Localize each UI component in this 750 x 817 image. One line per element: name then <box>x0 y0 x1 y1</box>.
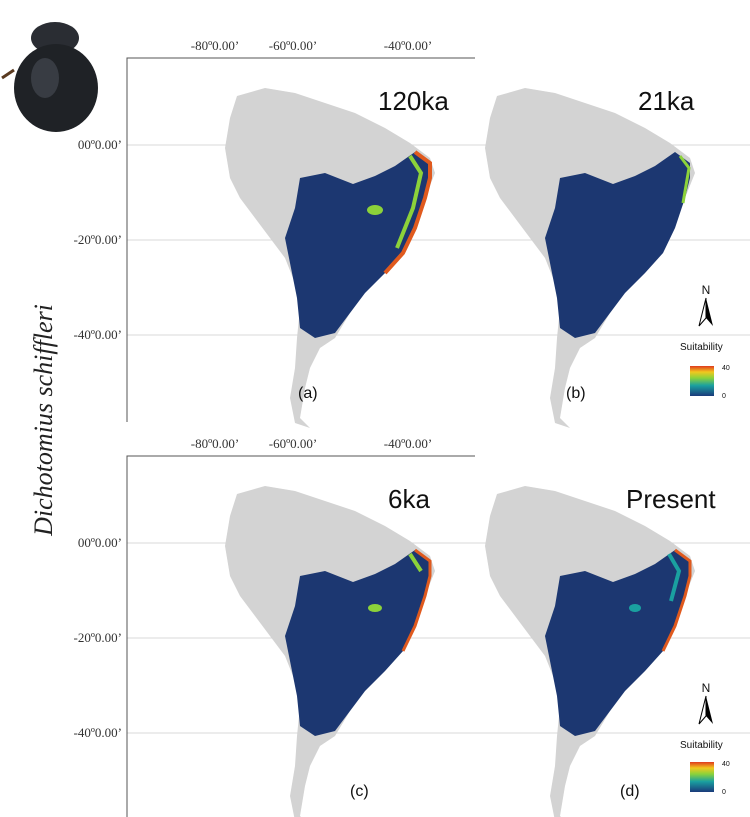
legend: N Suitability 40 0 <box>680 283 730 400</box>
legend-max: 40 <box>722 761 730 768</box>
panel-title: 21ka <box>638 86 695 116</box>
lat-label: -20º0.00’ <box>74 232 122 247</box>
legend-max: 40 <box>722 365 730 372</box>
row: -80º0.00’ -60º0.00’ -40º0.00’ 00º0.00’ -… <box>74 38 750 428</box>
lon-label: -40º0.00’ <box>384 436 432 451</box>
panel-letter: (a) <box>298 385 318 402</box>
legend-min: 0 <box>722 789 726 796</box>
legend-title: Suitability <box>680 740 723 751</box>
lon-label: -80º0.00’ <box>191 436 239 451</box>
map <box>225 486 435 817</box>
panel-letter: (b) <box>566 385 586 402</box>
lat-label: -20º0.00’ <box>74 630 122 645</box>
legend-min: 0 <box>722 393 726 400</box>
panel-letter: (c) <box>350 783 369 800</box>
north-label: N <box>702 681 711 695</box>
map <box>225 88 435 428</box>
lon-label: -40º0.00’ <box>384 38 432 53</box>
lat-label: 00º0.00’ <box>78 137 122 152</box>
species-label: Dichotomius schiffleri <box>29 304 58 537</box>
lat-label: 00º0.00’ <box>78 535 122 550</box>
legend: N Suitability 40 0 <box>680 681 730 796</box>
panel-letter: (d) <box>620 783 640 800</box>
lon-label: -60º0.00’ <box>269 436 317 451</box>
map <box>485 486 695 817</box>
lat-label: -40º0.00’ <box>74 327 122 342</box>
row: -80º0.00’ -60º0.00’ -40º0.00’ 00º0.00’ -… <box>74 436 750 817</box>
panel-title: 6ka <box>388 484 430 514</box>
lat-label: -40º0.00’ <box>74 725 122 740</box>
lon-label: -80º0.00’ <box>191 38 239 53</box>
figure: Dichotomius schiffleri -80º0.00’ -60º0.0… <box>0 0 750 817</box>
panel-title: Present <box>626 484 716 514</box>
beetle-image <box>2 22 98 132</box>
panel-title: 120ka <box>378 86 449 116</box>
map <box>485 88 695 428</box>
north-label: N <box>702 283 711 297</box>
lon-label: -60º0.00’ <box>269 38 317 53</box>
legend-title: Suitability <box>680 342 723 353</box>
